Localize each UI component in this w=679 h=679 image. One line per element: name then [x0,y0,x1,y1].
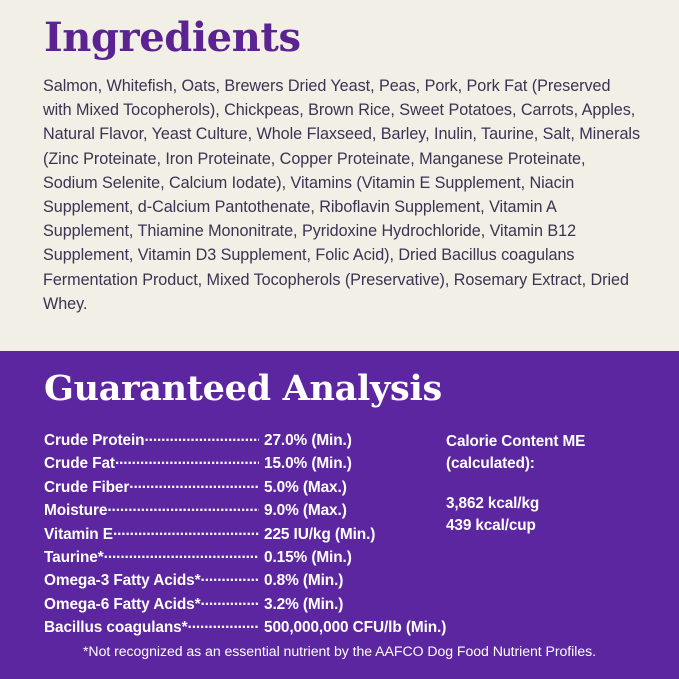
nutrient-name: Taurine* [44,548,104,566]
calorie-content-block: Calorie Content ME (calculated): 3,862 k… [446,431,671,536]
nutrient-name: Crude Protein [44,432,145,449]
nutrient-value: 5.0% (Max.) [264,478,347,496]
dot-leader [115,453,259,468]
calorie-content-heading: Calorie Content ME (calculated): [446,431,671,474]
calorie-kcal-per-kg: 3,862 kcal/kg [446,495,540,512]
nutrient-row: Omega-6 Fatty Acids* 3.2% (Min.) [44,594,474,617]
guaranteed-analysis-panel: Guaranteed Analysis Crude Protein 27.0% (… [0,351,679,679]
nutrient-name: Bacillus coagulans* [44,619,188,637]
nutrient-value: 0.15% (Min.) [264,548,352,566]
nutrient-value: 27.0% (Min.) [264,432,352,449]
nutrient-row: Vitamin E 225 IU/kg (Min.) [44,524,474,547]
calorie-heading-line-1: Calorie Content ME [446,433,586,450]
dot-leader [201,594,259,609]
nutrient-row: Moisture 9.0% (Max.) [44,500,474,523]
dot-leader [188,617,259,632]
nutrient-value: 500,000,000 CFU/lb (Min.) [264,619,447,637]
guaranteed-analysis-heading: Guaranteed Analysis [44,368,442,409]
dot-leader [201,570,259,585]
calorie-kcal-per-cup: 439 kcal/cup [446,516,536,534]
nutrient-name: Vitamin E [44,525,113,543]
ingredients-text: Salmon, Whitefish, Oats, Brewers Dried Y… [43,77,641,313]
ingredients-panel: Ingredients Salmon, Whitefish, Oats, Bre… [43,14,641,313]
nutrient-value: 3.2% (Min.) [264,595,344,613]
ingredients-heading: Ingredients [44,14,301,61]
nutrient-table: Crude Protein 27.0% (Min.) Crude Fat 15.0% … [44,430,474,641]
nutrient-value: 15.0% (Min.) [264,455,352,473]
nutrient-name: Omega-6 Fatty Acids* [44,595,201,613]
nutrient-row: Crude Protein 27.0% (Min.) [44,430,474,453]
nutrient-name: Moisture [44,502,108,520]
nutrient-row: Bacillus coagulans* 500,000,000 CFU/lb (M… [44,617,474,640]
nutrient-name: Crude Fiber [44,478,130,496]
dot-leader [144,430,259,445]
dot-leader [104,547,259,562]
nutrient-row: Taurine* 0.15% (Min.) [44,547,474,570]
nutrient-value: 225 IU/kg (Min.) [264,525,376,543]
nutrient-row: Crude Fiber 5.0% (Max.) [44,477,474,500]
dot-leader [129,477,259,492]
dot-leader [113,524,259,539]
aafco-footnote: *Not recognized as an essential nutrient… [83,643,596,659]
dot-leader [107,500,259,515]
nutrient-row: Omega-3 Fatty Acids* 0.8% (Min.) [44,570,474,593]
nutrient-row: Crude Fat 15.0% (Min.) [44,453,474,476]
nutrient-value: 0.8% (Min.) [264,572,344,590]
nutrient-value: 9.0% (Max.) [264,502,347,520]
nutrient-name: Omega-3 Fatty Acids* [44,572,201,590]
calorie-heading-line-2: (calculated): [446,454,535,472]
calorie-content-values: 3,862 kcal/kg 439 kcal/cup [446,493,671,536]
nutrient-name: Crude Fat [44,455,115,473]
